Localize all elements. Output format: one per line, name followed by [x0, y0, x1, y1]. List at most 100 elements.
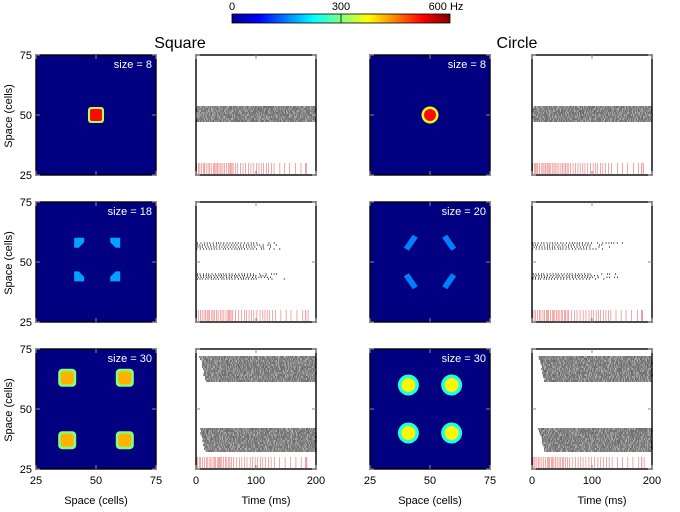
- spike-mark: [289, 108, 291, 110]
- spike-mark: [223, 372, 225, 374]
- spike-mark: [222, 366, 224, 368]
- spike-mark: [608, 242, 610, 244]
- spike-mark: [224, 442, 226, 444]
- spike-mark: [211, 106, 213, 108]
- spike-mark: [245, 246, 247, 248]
- spike-mark: [213, 374, 215, 376]
- spike-mark: [297, 380, 299, 382]
- spike-mark: [226, 438, 228, 440]
- spike-mark: [286, 118, 288, 120]
- spike-mark: [243, 356, 245, 358]
- spike-mark: [267, 440, 269, 442]
- spike-mark: [574, 274, 576, 277]
- spike-mark: [640, 120, 642, 122]
- spike-mark: [235, 374, 237, 376]
- spike-mark: [301, 368, 303, 370]
- spike-mark: [250, 278, 252, 280]
- spike-mark: [291, 430, 293, 432]
- spike-mark: [213, 114, 215, 116]
- spike-mark: [234, 362, 236, 364]
- spike-mark: [607, 273, 608, 275]
- spike-mark: [552, 110, 554, 112]
- spike-mark: [300, 364, 302, 366]
- spike-mark: [288, 438, 290, 440]
- spike-mark: [294, 436, 296, 438]
- spike-mark: [198, 112, 200, 114]
- spike-mark: [218, 362, 219, 364]
- spike-mark: [633, 114, 635, 116]
- spike-mark: [563, 110, 565, 112]
- spike-mark: [579, 114, 581, 116]
- spike-mark: [228, 374, 230, 376]
- spike-mark: [532, 110, 534, 112]
- spike-mark: [302, 366, 303, 368]
- spike-mark: [266, 378, 268, 380]
- spike-mark: [632, 108, 634, 110]
- spike-mark: [231, 372, 232, 374]
- spike-mark: [213, 368, 215, 370]
- spike-mark: [264, 364, 266, 366]
- spike-mark: [575, 108, 577, 110]
- spike-mark: [256, 434, 258, 436]
- spike-mark: [277, 440, 279, 442]
- spike-mark: [264, 118, 266, 120]
- spike-mark: [244, 440, 246, 442]
- spike-mark: [640, 106, 641, 108]
- spike-mark: [227, 366, 229, 368]
- spike-mark: [297, 114, 299, 116]
- spike-mark: [218, 440, 220, 442]
- spike-mark: [215, 378, 217, 380]
- spike-mark: [271, 114, 273, 116]
- spike-mark: [558, 116, 560, 118]
- spike-mark: [292, 108, 293, 110]
- spike-mark: [562, 110, 564, 112]
- spike-mark: [302, 378, 304, 380]
- spike-mark: [629, 110, 631, 112]
- spike-mark: [642, 112, 644, 114]
- spike-mark: [565, 112, 567, 114]
- spike-mark: [303, 362, 305, 364]
- spike-mark: [292, 356, 294, 358]
- spike-mark: [203, 274, 204, 277]
- spike-mark: [560, 112, 562, 114]
- spike-mark: [230, 378, 232, 380]
- spike-mark: [629, 118, 631, 120]
- spike-mark: [228, 362, 230, 364]
- spike-mark: [271, 434, 273, 436]
- spike-mark: [290, 428, 292, 430]
- spike-mark: [292, 450, 294, 452]
- spike-mark: [278, 120, 280, 122]
- spike-mark: [312, 446, 314, 448]
- spike-mark: [232, 430, 234, 432]
- spike-mark: [268, 438, 270, 440]
- spike-mark: [233, 440, 235, 442]
- spike-mark: [576, 242, 578, 244]
- spike-mark: [258, 442, 260, 444]
- spike-mark: [629, 120, 631, 122]
- spike-mark: [199, 273, 201, 275]
- spike-mark: [260, 108, 262, 110]
- spike-mark: [309, 364, 311, 366]
- spike-mark: [206, 356, 208, 358]
- heatmap-blob: [442, 273, 457, 290]
- spike-mark: [309, 112, 311, 114]
- spike-mark: [225, 376, 227, 378]
- spike-mark: [308, 432, 309, 434]
- spike-mark: [646, 112, 648, 114]
- spike-mark: [541, 112, 543, 114]
- spike-mark: [538, 274, 540, 277]
- spike-mark: [233, 376, 235, 378]
- spike-mark: [229, 434, 231, 436]
- spike-mark: [209, 446, 211, 448]
- spike-mark: [217, 364, 219, 366]
- spike-mark: [614, 108, 616, 110]
- spike-mark: [276, 366, 278, 368]
- spike-mark: [303, 110, 305, 112]
- spike-mark: [249, 372, 251, 374]
- spike-mark: [257, 432, 259, 434]
- spike-mark: [581, 276, 583, 279]
- spike-mark: [568, 248, 570, 250]
- spike-mark: [244, 360, 246, 362]
- spike-mark: [226, 242, 228, 244]
